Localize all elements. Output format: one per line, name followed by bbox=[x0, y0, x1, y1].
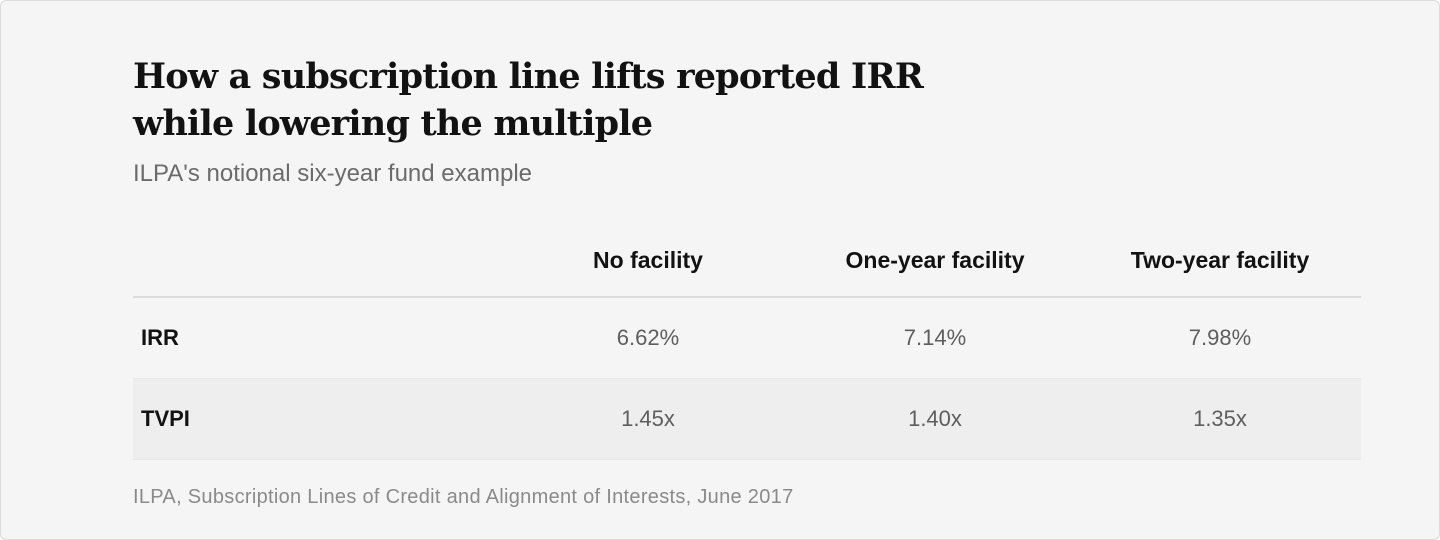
chart-subtitle: ILPA's notional six-year fund example bbox=[133, 160, 533, 187]
cell-tvpi-no-facility: 1.45x bbox=[505, 378, 791, 460]
cell-irr-no-facility: 6.62% bbox=[505, 297, 791, 379]
chart-title: How a subscription line lifts reported I… bbox=[133, 56, 924, 144]
column-header-one-year-facility: One-year facility bbox=[791, 225, 1079, 298]
row-label-irr: IRR bbox=[133, 297, 505, 379]
row-label-tvpi: TVPI bbox=[133, 378, 505, 460]
source-note: ILPA, Subscription Lines of Credit and A… bbox=[133, 486, 794, 508]
cell-irr-two-year-facility: 7.98% bbox=[1079, 297, 1361, 379]
column-header-two-year-facility: Two-year facility bbox=[1079, 225, 1361, 298]
column-header-label bbox=[133, 225, 505, 298]
cell-tvpi-two-year-facility: 1.35x bbox=[1079, 378, 1361, 460]
column-header-no-facility: No facility bbox=[505, 225, 791, 298]
cell-tvpi-one-year-facility: 1.40x bbox=[791, 378, 1079, 460]
table-header-row: No facility One-year facility Two-year f… bbox=[133, 225, 1361, 298]
data-table: No facility One-year facility Two-year f… bbox=[133, 225, 1361, 460]
table-row-irr: IRR 6.62% 7.14% 7.98% bbox=[133, 297, 1361, 379]
cell-irr-one-year-facility: 7.14% bbox=[791, 297, 1079, 379]
table-row-tvpi: TVPI 1.45x 1.40x 1.35x bbox=[133, 378, 1361, 460]
